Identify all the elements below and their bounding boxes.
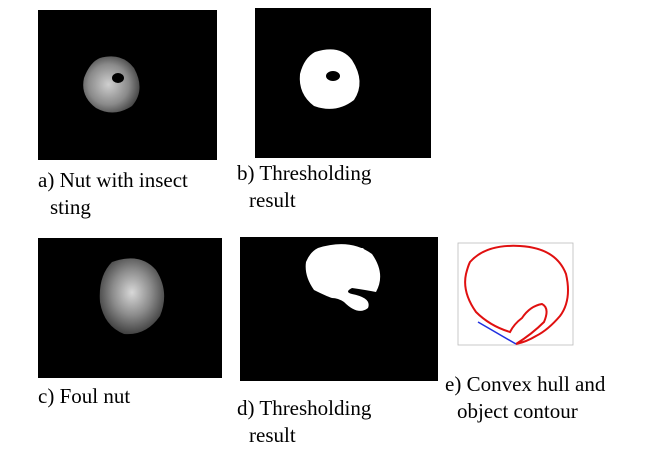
image-b [255, 8, 431, 158]
caption: e) Convex hull and [445, 372, 606, 396]
caption: object contour [457, 399, 578, 423]
image-e [458, 243, 573, 345]
caption: a) Nut with insect [38, 168, 188, 192]
caption: result [249, 423, 296, 447]
image-d [240, 237, 438, 381]
image-a [38, 10, 217, 160]
caption: sting [50, 195, 91, 219]
caption: result [249, 188, 296, 212]
caption: c) Foul nut [38, 384, 130, 408]
caption: b) Thresholding [237, 161, 372, 185]
caption: d) Thresholding [237, 396, 372, 420]
figure: a) Nut with insect sting b) Thresholding re… [0, 0, 669, 456]
image-c [38, 238, 222, 378]
